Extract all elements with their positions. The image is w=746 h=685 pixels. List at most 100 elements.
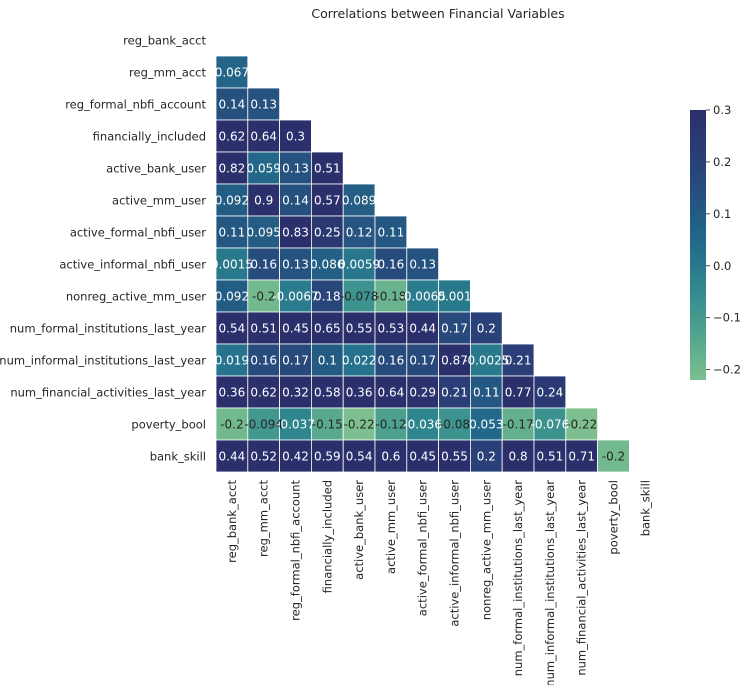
chart-title: Correlations between Financial Variables <box>311 6 564 21</box>
column-tick-label: poverty_bool <box>607 480 621 555</box>
cell-value-label: -0.22 <box>344 417 375 431</box>
cell-value-label: 0.21 <box>505 353 532 367</box>
heatmap-cell <box>469 439 503 473</box>
cell-value-label: -0.12 <box>375 417 406 431</box>
colorbar-tick-label: 0.3 <box>713 103 731 117</box>
cell-value-label: 0.11 <box>473 385 500 399</box>
cell-value-label: -0.094 <box>244 417 283 431</box>
cell-value-label: 0.6 <box>381 449 400 463</box>
cell-value-label: 0.17 <box>441 321 468 335</box>
heatmap-cell <box>215 55 249 89</box>
cell-value-label: 0.16 <box>250 353 277 367</box>
cell-value-label: 0.019 <box>215 353 249 367</box>
cell-value-label: -0.2 <box>220 417 243 431</box>
cell-value-label: 0.53 <box>378 321 405 335</box>
row-tick-label: reg_bank_acct <box>123 33 206 47</box>
cell-value-label: 0.092 <box>215 193 249 207</box>
heatmap-cell <box>215 215 249 249</box>
row-tick-label: reg_mm_acct <box>129 65 206 79</box>
heatmap-cell <box>279 279 312 313</box>
cell-value-label: 0.64 <box>250 129 277 143</box>
cell-value-label: 0.51 <box>314 161 341 175</box>
heatmap-cell <box>215 247 249 281</box>
heatmap-cell <box>247 215 281 249</box>
colorbar-scale <box>690 110 706 380</box>
cell-value-label: -0.0067 <box>272 289 318 303</box>
heatmap-cell <box>438 343 471 377</box>
heatmap-cell <box>279 439 312 473</box>
heatmap-cell <box>533 407 567 441</box>
colorbar-tick-label: −0.2 <box>713 363 741 377</box>
row-tick-label: num_informal_institutions_last_year <box>0 353 206 367</box>
column-tick-label: active_informal_nbfi_user <box>448 480 462 627</box>
heatmap-cell <box>279 343 312 377</box>
heatmap-cell <box>469 375 503 409</box>
heatmap-cell <box>533 375 567 409</box>
cell-value-label: 0.067 <box>215 65 249 79</box>
cell-value-label: 0.51 <box>537 449 564 463</box>
heatmap-cell <box>501 407 535 441</box>
row-tick-labels: reg_bank_acct reg_mm_acct reg_formal_nbfi_… <box>0 33 206 463</box>
heatmap-cell <box>533 439 567 473</box>
row-tick-label: num_financial_activities_last_year <box>10 385 206 399</box>
cell-value-label: 0.45 <box>282 321 309 335</box>
heatmap-cell <box>310 151 344 185</box>
heatmap-cell <box>215 375 249 409</box>
cell-value-label: 0.29 <box>409 385 436 399</box>
heatmap-cell <box>342 343 376 377</box>
heatmap-cell <box>310 375 344 409</box>
cell-value-label: 0.12 <box>346 225 373 239</box>
cell-value-label: 0.36 <box>219 385 246 399</box>
cell-value-label: 0.16 <box>250 257 277 271</box>
cell-value-label: 0.0015 <box>211 257 253 271</box>
cell-value-label: 0.16 <box>378 257 405 271</box>
cell-value-label: 0.13 <box>282 257 309 271</box>
heatmap-cell <box>469 407 503 441</box>
row-tick-label: nonreg_active_mm_user <box>66 289 206 303</box>
cell-value-label: 0.14 <box>219 97 246 111</box>
cell-value-label: 0.55 <box>346 321 373 335</box>
cell-value-label: -0.037 <box>276 417 315 431</box>
cell-value-label: 0.0059 <box>338 257 380 271</box>
column-tick-label: active_formal_nbfi_user <box>416 480 430 616</box>
cell-value-label: 0.3 <box>286 129 305 143</box>
heatmap-cell <box>247 183 281 217</box>
heatmap-cell <box>279 407 312 441</box>
colorbar-tick-label: 0.2 <box>713 155 731 169</box>
cell-value-label: 0.17 <box>282 353 309 367</box>
column-tick-label: financially_included <box>320 480 334 593</box>
cell-value-label: 0.36 <box>346 385 373 399</box>
heatmap-cell <box>374 215 408 249</box>
row-tick-label: active_informal_nbfi_user <box>59 257 206 271</box>
heatmap-cell <box>406 407 439 441</box>
column-tick-label: active_bank_user <box>352 480 366 580</box>
cell-value-label: 0.55 <box>441 449 468 463</box>
colorbar-tick-label: 0.0 <box>713 259 731 273</box>
row-tick-label: active_mm_user <box>112 193 206 207</box>
cell-value-label: 0.8 <box>509 449 528 463</box>
heatmap-cell <box>215 87 249 121</box>
heatmap-cell <box>565 407 598 441</box>
cell-value-label: 0.32 <box>282 385 309 399</box>
cell-value-label: 0.44 <box>409 321 436 335</box>
heatmap-cell <box>374 439 408 473</box>
cell-value-label: 0.11 <box>378 225 405 239</box>
cell-value-label: -0.076 <box>531 417 570 431</box>
colorbar-tick-label: 0.1 <box>713 207 731 221</box>
cell-value-label: 0.42 <box>282 449 309 463</box>
cell-value-label: 0.45 <box>409 449 436 463</box>
cell-value-label: 0.58 <box>314 385 341 399</box>
row-tick-label: poverty_bool <box>131 417 206 431</box>
cell-value-label: -0.2 <box>602 449 625 463</box>
column-tick-label: reg_bank_acct <box>225 480 239 563</box>
cell-value-label: -0.22 <box>566 417 597 431</box>
heatmap-cell <box>374 311 408 345</box>
cell-value-label: 0.62 <box>250 385 277 399</box>
cell-value-label: 0.87 <box>441 353 468 367</box>
row-tick-label: reg_formal_nbfi_account <box>65 97 206 111</box>
cell-value-label: 0.54 <box>219 321 246 335</box>
cell-value-label: 0.1 <box>318 353 337 367</box>
cell-value-label: 0.24 <box>537 385 564 399</box>
cell-value-label: -0.15 <box>312 417 343 431</box>
